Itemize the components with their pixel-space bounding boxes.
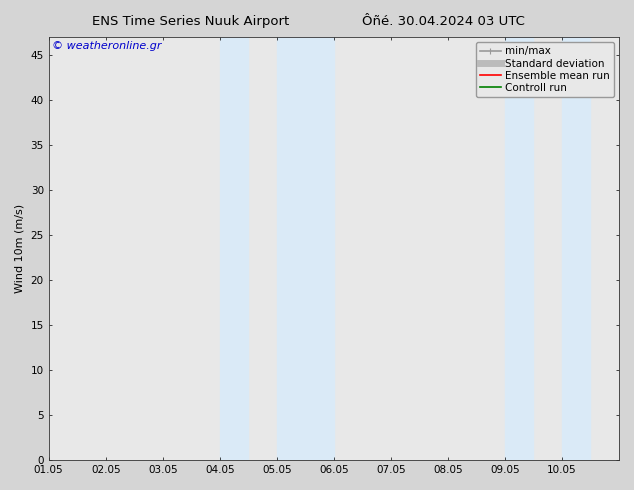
Text: ENS Time Series Nuuk Airport: ENS Time Series Nuuk Airport bbox=[91, 15, 289, 28]
Text: © weatheronline.gr: © weatheronline.gr bbox=[51, 41, 161, 51]
Bar bbox=[505, 37, 533, 460]
Bar bbox=[220, 37, 249, 460]
Text: Ôñé. 30.04.2024 03 UTC: Ôñé. 30.04.2024 03 UTC bbox=[363, 15, 525, 28]
Bar bbox=[562, 37, 590, 460]
Y-axis label: Wind 10m (m/s): Wind 10m (m/s) bbox=[15, 204, 25, 293]
Bar bbox=[277, 37, 334, 460]
Legend: min/max, Standard deviation, Ensemble mean run, Controll run: min/max, Standard deviation, Ensemble me… bbox=[476, 42, 614, 97]
